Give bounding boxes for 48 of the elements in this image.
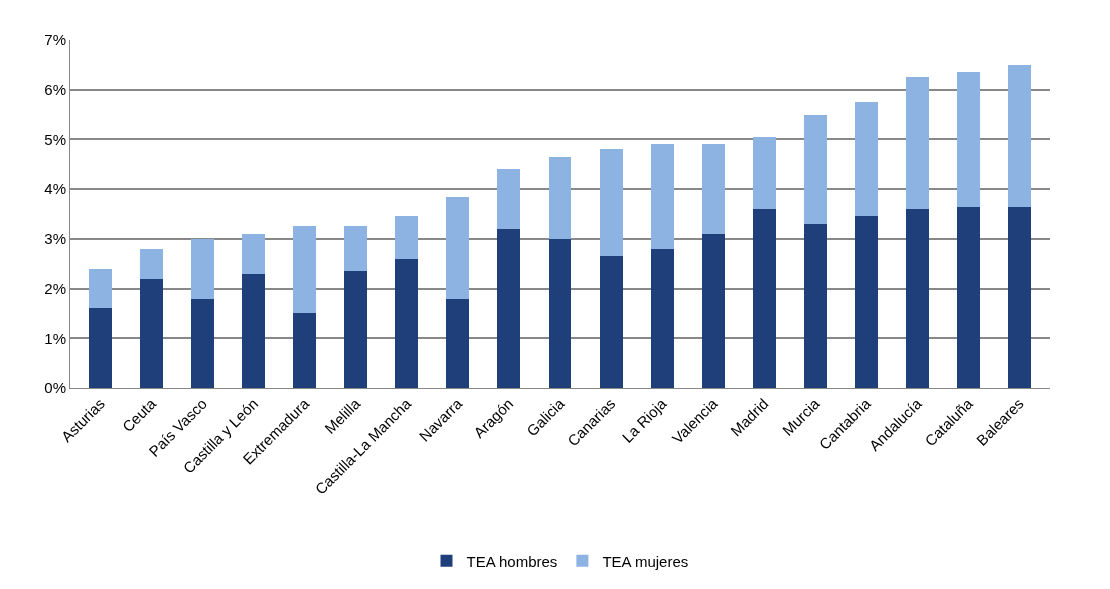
bar <box>701 233 725 388</box>
bar <box>497 228 521 388</box>
y-tick-label: 1% <box>44 329 66 347</box>
bar <box>1007 64 1031 207</box>
bar <box>446 196 470 299</box>
bar <box>140 248 164 279</box>
bar <box>803 114 827 224</box>
bar <box>191 298 215 388</box>
bar <box>752 136 776 210</box>
bar <box>905 77 929 210</box>
bar <box>89 308 113 388</box>
y-tick-label: 6% <box>44 80 66 98</box>
bar <box>293 313 317 388</box>
bar <box>344 271 368 388</box>
bar <box>344 226 368 272</box>
y-tick-label: 2% <box>44 279 66 297</box>
bar <box>140 278 164 388</box>
y-tick-label: 0% <box>44 379 66 397</box>
bar <box>293 226 317 314</box>
legend-label: TEA mujeres <box>602 552 689 570</box>
bar <box>548 156 572 239</box>
bar <box>497 169 521 229</box>
bar <box>242 233 266 274</box>
bar <box>905 209 929 388</box>
bar <box>89 268 113 309</box>
bar <box>803 223 827 388</box>
bar <box>242 273 266 388</box>
bar <box>650 248 674 388</box>
bar <box>395 216 419 259</box>
bar <box>395 258 419 388</box>
bar <box>956 72 980 207</box>
y-tick-label: 7% <box>44 31 66 49</box>
bar <box>191 238 215 299</box>
y-tick-label: 4% <box>44 180 66 198</box>
bar <box>548 238 572 388</box>
bar <box>854 216 878 388</box>
bar <box>599 149 623 257</box>
bar <box>650 144 674 249</box>
bar <box>446 298 470 388</box>
bar <box>701 144 725 234</box>
y-tick-label: 3% <box>44 230 66 248</box>
legend-label: TEA hombres <box>466 552 558 570</box>
y-tick-label: 5% <box>44 130 66 148</box>
bar <box>752 209 776 388</box>
bar <box>1007 206 1031 388</box>
bar <box>599 256 623 388</box>
bar <box>854 102 878 217</box>
bar <box>956 206 980 388</box>
